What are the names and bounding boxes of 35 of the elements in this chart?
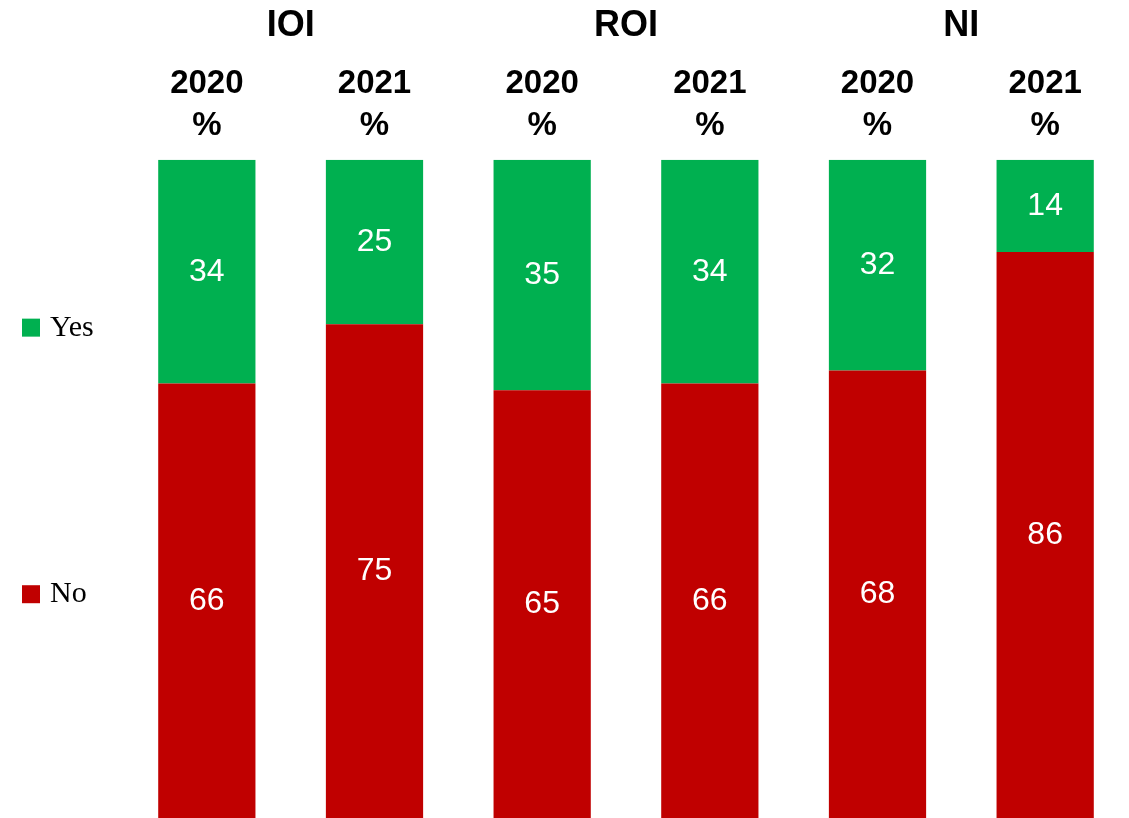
data-label: 75	[356, 551, 393, 587]
bar	[996, 251, 1094, 818]
text: NI	[943, 2, 980, 44]
bar	[493, 390, 591, 818]
x-tick-label: 2020 %	[505, 62, 579, 143]
bar	[661, 159, 759, 384]
data-label: 65	[524, 583, 560, 620]
bar	[325, 159, 424, 325]
x-tick-label: 2020 %	[170, 62, 244, 143]
legend-label: No	[50, 575, 87, 609]
data-label: 86	[1027, 514, 1063, 551]
legend-label: Yes	[50, 308, 94, 342]
data-label: 34	[692, 251, 728, 288]
x-tick-label: 2021 %	[1008, 62, 1082, 143]
text: IOI	[266, 2, 315, 44]
data-label: 68	[859, 574, 896, 611]
bar	[158, 383, 256, 818]
data-label: 14	[1027, 185, 1063, 222]
data-label: 32	[859, 244, 896, 281]
bar	[996, 159, 1094, 252]
bar	[661, 383, 759, 818]
x-tick-label: 2021 %	[337, 62, 412, 143]
bar	[325, 324, 424, 818]
data-label: 35	[524, 254, 560, 291]
data-label: 25	[356, 221, 393, 258]
data-label: 66	[189, 580, 225, 617]
data-label: 34	[189, 251, 225, 288]
x-tick-label: 2020 %	[840, 62, 915, 143]
bar	[828, 159, 927, 371]
bar	[828, 370, 927, 818]
x-tick-label: 2021 %	[673, 62, 747, 143]
bar	[158, 159, 256, 384]
data-label: 66	[692, 580, 728, 617]
text: ROI	[593, 2, 659, 44]
bar	[493, 159, 591, 391]
